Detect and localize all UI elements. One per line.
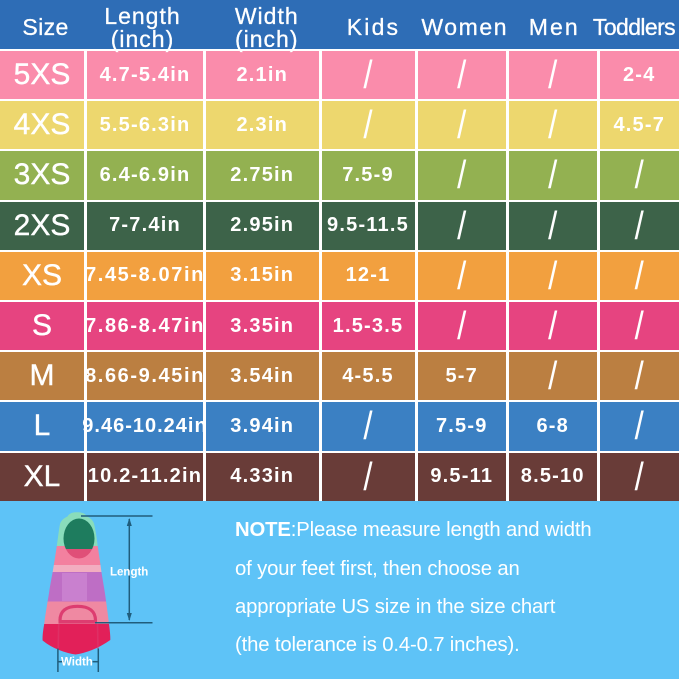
svg-text:Width: Width	[61, 657, 93, 669]
svg-text:Length: Length	[110, 567, 148, 579]
